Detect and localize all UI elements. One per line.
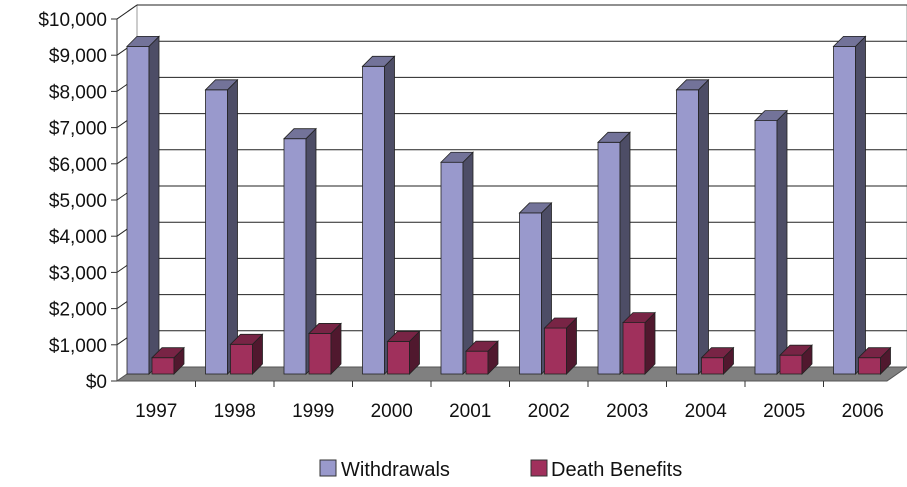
bar-front-death-benefits-2002 [544,327,567,375]
bar-front-withdrawals-2002 [519,212,542,375]
bar-top-death-benefits-2000 [386,331,421,342]
bar-top-withdrawals-1999 [283,128,317,140]
bar-top-withdrawals-2003 [597,131,631,143]
bar-death-benefits-2001 [465,340,499,375]
y-tick-label-8: $8,000 [49,82,107,103]
bar-death-benefits-2005 [779,344,813,375]
y-axis-ticks: $0 $1,000 $2,000 $3,000 $4,000 $5,000 $6,000 $7… [38,10,107,393]
y-tick-label-10: $10,000 [38,10,107,31]
bar-withdrawals-2001 [440,151,474,375]
bar-front-death-benefits-2004 [701,357,724,375]
bar-front-withdrawals-1998 [205,89,228,375]
bar-death-benefits-2000 [386,330,421,375]
bar-side-withdrawals-2004 [698,78,709,375]
bar-withdrawals-2004 [675,78,710,375]
bar-top-withdrawals-2005 [754,110,788,121]
bar-front-withdrawals-1997 [126,45,150,375]
bar-front-withdrawals-2006 [833,45,856,375]
bar-side-withdrawals-2005 [776,109,788,375]
bar-withdrawals-2000 [361,55,396,375]
bar-top-death-benefits-2006 [857,347,892,359]
bar-top-withdrawals-2001 [440,151,474,163]
bar-side-withdrawals-1997 [148,35,160,375]
gridline-side [116,4,138,20]
bar-top-withdrawals-2000 [361,55,396,67]
bar-top-withdrawals-2006 [832,35,867,47]
y-tick-label-0: $0 [86,372,107,393]
bar-death-benefits-1999 [308,322,342,375]
bar-side-withdrawals-1998 [227,78,238,375]
bar-top-withdrawals-1997 [126,35,160,47]
bar-withdrawals-1999 [283,127,317,375]
bar-top-death-benefits-2003 [622,312,656,323]
x-tick-label-2006: 2006 [842,401,884,422]
bar-death-benefits-1998 [229,333,264,375]
legend-label-withdrawals: Withdrawals [341,459,450,481]
x-tick-label-2005: 2005 [763,401,805,422]
bar-front-death-benefits-1999 [308,333,332,375]
bar-front-withdrawals-1999 [283,138,307,375]
bar-front-death-benefits-2005 [779,354,803,375]
x-tick-label-1999: 1999 [292,401,334,422]
x-tick-label-1998: 1998 [214,401,256,422]
x-axis-ticks: 1997 1998 1999 2000 2001 2002 2003 2004 2005 2006 [135,401,884,422]
bar-withdrawals-1998 [204,78,239,375]
bars [126,35,892,375]
bar-top-death-benefits-1998 [229,333,264,345]
bar-death-benefits-2004 [700,346,735,375]
bar-top-withdrawals-2004 [675,79,710,91]
legend-label-death-benefits: Death Benefits [551,459,682,481]
bar-death-benefits-2002 [543,317,578,375]
bar-front-withdrawals-2000 [362,65,385,375]
legend: Withdrawals Death Benefits [319,459,682,481]
x-tick-label-2002: 2002 [528,401,570,422]
y-tick-label-2: $2,000 [49,300,107,321]
bar-front-withdrawals-2005 [754,120,778,375]
y-tick-label-7: $7,000 [49,119,107,140]
bar-withdrawals-2005 [754,109,788,375]
bar-top-withdrawals-1998 [204,79,239,91]
bar-side-withdrawals-2000 [384,55,395,375]
bar-death-benefits-2006 [857,346,892,375]
y-tick-label-3: $3,000 [49,263,107,284]
bar-withdrawals-1997 [126,35,160,375]
bar-death-benefits-2003 [622,311,656,375]
bar-front-death-benefits-2001 [465,350,489,375]
bar-side-withdrawals-2006 [855,35,866,375]
y-tick-label-1: $1,000 [49,336,107,357]
bar-top-death-benefits-1999 [308,323,342,334]
bar-front-death-benefits-1998 [230,343,253,375]
bar-withdrawals-2006 [832,35,867,375]
x-tick-label-2004: 2004 [685,401,728,422]
legend-swatch-death-benefits [530,459,548,477]
bar-death-benefits-1997 [151,346,185,375]
y-tick-label-9: $9,000 [49,46,107,67]
bar-front-withdrawals-2003 [597,141,621,375]
x-tick-label-1997: 1997 [135,401,177,422]
y-tick-label-6: $6,000 [49,155,107,176]
bar-top-death-benefits-2005 [779,344,813,356]
bar-front-death-benefits-2003 [622,322,646,375]
y-tick-label-4: $4,000 [49,227,107,248]
bar-top-death-benefits-1997 [151,347,185,359]
x-tick-label-2003: 2003 [606,401,648,422]
bar-front-death-benefits-1997 [151,357,175,375]
bar-front-death-benefits-2000 [387,341,410,375]
bar-top-death-benefits-2004 [700,347,735,359]
bar-front-withdrawals-2004 [676,89,699,375]
bar-top-death-benefits-2002 [543,317,578,329]
x-tick-label-2001: 2001 [449,401,491,422]
bar-side-death-benefits-2003 [644,311,656,375]
x-tick-label-2000: 2000 [371,401,413,422]
bar-front-death-benefits-2006 [858,357,881,375]
bar-front-withdrawals-2001 [440,161,464,375]
y-tick-label-5: $5,000 [49,191,107,212]
bar-top-withdrawals-2002 [518,202,553,214]
legend-swatch-withdrawals [319,459,337,477]
bar-side-withdrawals-2001 [462,151,474,375]
bar-withdrawals-2003 [597,131,631,375]
bar-top-death-benefits-2001 [465,340,499,352]
